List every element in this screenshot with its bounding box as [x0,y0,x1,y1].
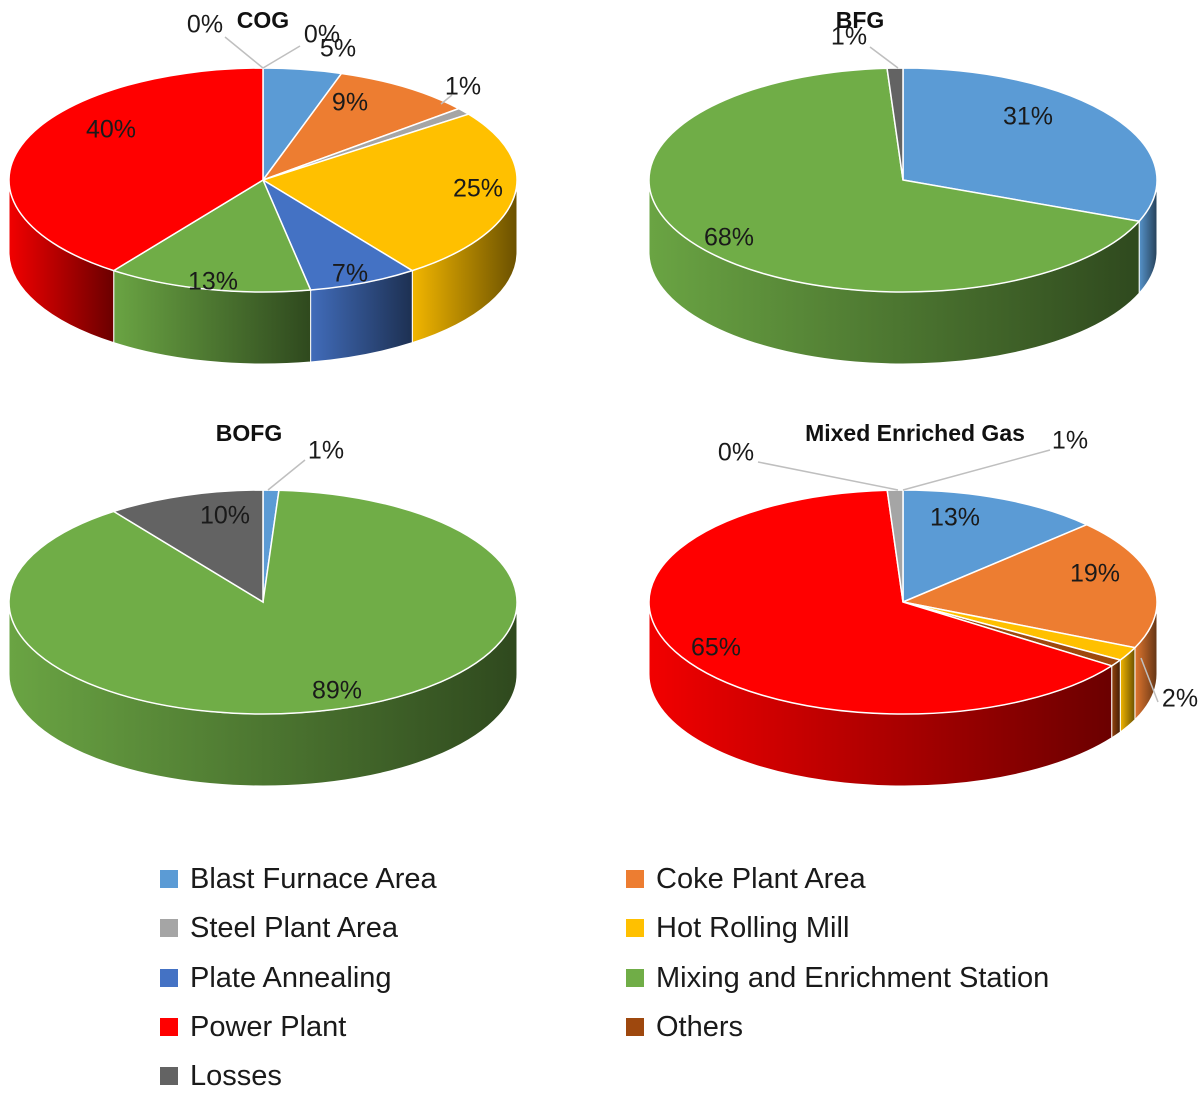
leader-line [902,449,1051,491]
pie-slice-losses [886,67,904,181]
chart-legend: Blast Furnace Area Coke Plant Area Steel… [0,850,1200,1092]
data-label: 9% [332,89,368,117]
legend-label: Coke Plant Area [656,862,866,895]
data-label: 13% [930,504,980,532]
pie-charts-figure: COG 5% 9% 1% 25% 7% 13% 40% 0% 0% BFG 31% 68% 1% BOF… [8,7,1198,787]
data-label: 89% [312,677,362,705]
leader-line [440,94,453,105]
data-label: 0% [718,439,754,467]
legend-label: Power Plant [190,1010,347,1043]
data-label: 0% [187,11,223,39]
legend-swatch [626,919,644,937]
legend-swatch [160,1067,178,1085]
legend-item: Coke Plant Area [626,859,866,899]
pie-slice-losses [111,489,264,604]
pie-top-faces [8,489,518,715]
data-label: 13% [188,268,238,296]
pie-slice-power-plant [648,489,1114,715]
legend-label: Plate Annealing [190,961,392,994]
data-label: 68% [704,224,754,252]
data-label: 1% [308,437,344,465]
legend-item: Steel Plant Area [160,908,398,948]
pie-slice-blast-furnace-area [902,489,1089,604]
data-label: 40% [86,116,136,144]
data-label: 2% [1162,685,1198,713]
data-label: 1% [831,23,867,51]
legend-item: Mixing and Enrichment Station [626,958,1049,998]
pie-slice-blast-furnace-area [902,67,1158,223]
pie-chart-cog: COG 5% 9% 1% 25% 7% 13% 40% 0% 0% [8,7,518,365]
pie-title: BOFG [216,420,282,446]
legend-item: Power Plant [160,1007,346,1047]
data-label: 1% [445,73,481,101]
data-label: 25% [453,175,503,203]
legend-label: Blast Furnace Area [190,862,437,895]
pie-labels: COG 5% 9% 1% 25% 7% 13% 40% 0% 0% [86,7,503,296]
legend-swatch [626,1018,644,1036]
pie-chart-bfg: BFG 31% 68% 1% [648,7,1158,365]
pie-title: Mixed Enriched Gas [805,420,1025,446]
leader-line [757,461,899,491]
legend-swatch [160,969,178,987]
legend-swatch [626,969,644,987]
data-label: 5% [320,35,356,63]
pie-slice-power-plant [8,67,264,272]
pie-side-others [1111,659,1121,739]
pie-title: BFG [836,7,885,33]
legend-label: Mixing and Enrichment Station [656,961,1050,994]
pie-slice-mixing-and-enrichment-station [648,67,1141,293]
data-label: 7% [332,260,368,288]
legend-label: Others [656,1010,744,1043]
legend-swatch [626,870,644,888]
pie-chart-bofg: BOFG 1% 89% 10% [8,420,518,787]
pie-top-faces [8,67,518,293]
leader-line [1140,657,1159,703]
legend-item: Blast Furnace Area [160,859,437,899]
pie-title: COG [237,7,289,33]
legend-swatch [160,1018,178,1036]
legend-item: Plate Annealing [160,958,392,998]
pie-slice-coke-plant-area [260,72,461,182]
pie-top-faces [648,489,1158,715]
pie-chart-mixed-enriched-gas: Mixed Enriched Gas 13% 19% 2% 65% 0% 1% [648,420,1198,787]
legend-item: Losses [160,1056,282,1096]
leader-line [262,45,301,69]
leader-line [267,459,306,491]
pie-slice-plate-annealing [261,178,415,291]
legend-item: Others [626,1007,743,1047]
leader-line [224,36,264,69]
pie-slice-mixing-and-enrichment-station [111,178,312,293]
pie-labels: BOFG 1% 89% 10% [200,420,362,705]
data-label: 31% [1003,103,1053,131]
legend-label: Losses [190,1059,282,1092]
pie-top-faces [648,67,1158,293]
pie-side-hot-rolling-mill [1119,646,1136,733]
legend-swatch [160,919,178,937]
data-label: 19% [1070,560,1120,588]
legend-label: Steel Plant Area [190,911,398,944]
legend-swatch [160,870,178,888]
legend-item: Hot Rolling Mill [626,908,849,948]
pie-slice-coke-plant-area [900,523,1158,649]
pie-slice-hot-rolling-mill [261,113,518,272]
data-label: 0% [304,21,340,49]
pie-labels: Mixed Enriched Gas 13% 19% 2% 65% 0% 1% [691,420,1198,713]
data-label: 10% [200,502,250,530]
pie-side-walls [8,179,518,365]
legend-label: Hot Rolling Mill [656,911,850,944]
data-label: 1% [1052,427,1088,455]
leader-line [869,46,899,69]
data-label: 65% [691,634,741,662]
pie-labels: BFG 31% 68% 1% [704,7,1053,252]
